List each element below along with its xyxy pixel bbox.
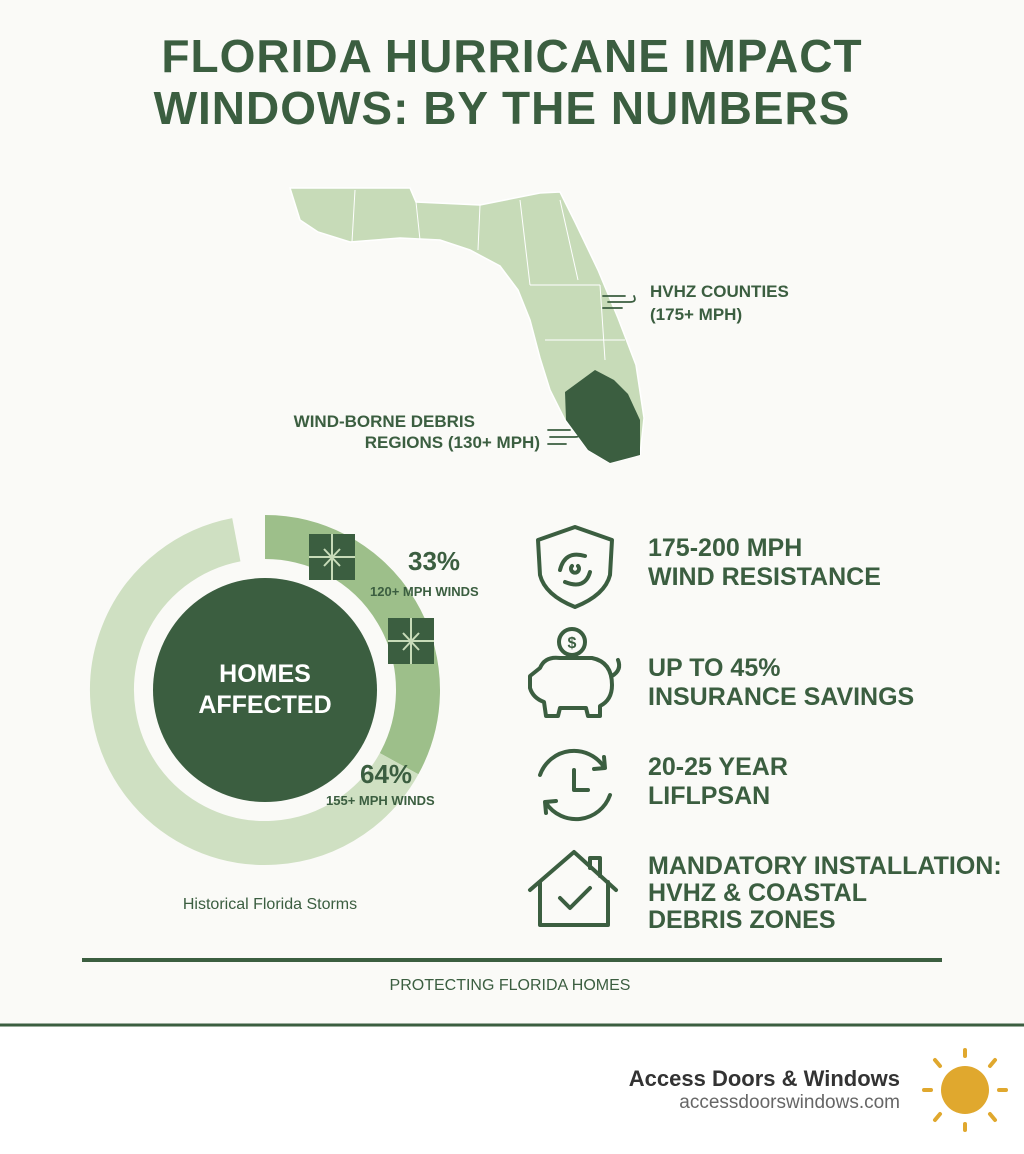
segment-caption: 120+ MPH WINDS: [370, 584, 479, 599]
footer-band: [0, 1027, 1024, 1154]
brand-url: accessdoorswindows.com: [679, 1092, 900, 1113]
feature-line: LIFLPSAN: [648, 782, 770, 810]
window-icon: [309, 534, 434, 664]
feature-line: MANDATORY INSTALLATION:: [648, 852, 1002, 880]
map-label: REGIONS (130+ MPH): [365, 433, 540, 452]
segment-value: 33%: [408, 546, 460, 576]
sun-logo: [922, 1048, 1008, 1132]
feature-line: DEBRIS ZONES: [648, 906, 836, 934]
title-line: FLORIDA HURRICANE IMPACT: [161, 30, 862, 82]
clock-icon: [538, 748, 612, 822]
map-label: HVHZ COUNTIES: [650, 282, 789, 301]
donut-segment: [90, 518, 419, 865]
brand-name: Access Doors & Windows: [629, 1066, 900, 1091]
feature-line: 20-25 YEAR: [648, 753, 788, 781]
tagline: PROTECTING FLORIDA HOMES: [390, 977, 631, 994]
center-label: AFFECTED: [198, 691, 331, 719]
center-label: HOMES: [219, 660, 311, 688]
donut-center: [153, 578, 377, 802]
house-icon: [528, 850, 618, 927]
map-label: (175+ MPH): [650, 305, 742, 324]
wind-icon: [547, 295, 636, 445]
feature-line: UP TO 45%: [648, 654, 780, 682]
segment-caption: 155+ MPH WINDS: [326, 793, 435, 808]
feature-line: WIND RESISTANCE: [648, 563, 881, 591]
feature-line: 175-200 MPH: [648, 534, 802, 562]
title-line: WINDOWS: BY THE NUMBERS: [154, 82, 851, 134]
map-label: WIND-BORNE DEBRIS: [294, 412, 475, 431]
segment-value: 64%: [360, 759, 412, 789]
florida-map: [288, 187, 645, 464]
feature-line: INSURANCE SAVINGS: [648, 683, 914, 711]
dollar-sign: $: [568, 635, 577, 652]
donut-caption: Historical Florida Storms: [183, 896, 357, 913]
feature-line: HVHZ & COASTAL: [648, 879, 867, 907]
shield-icon: [536, 525, 614, 609]
piggy-icon: [528, 627, 622, 718]
